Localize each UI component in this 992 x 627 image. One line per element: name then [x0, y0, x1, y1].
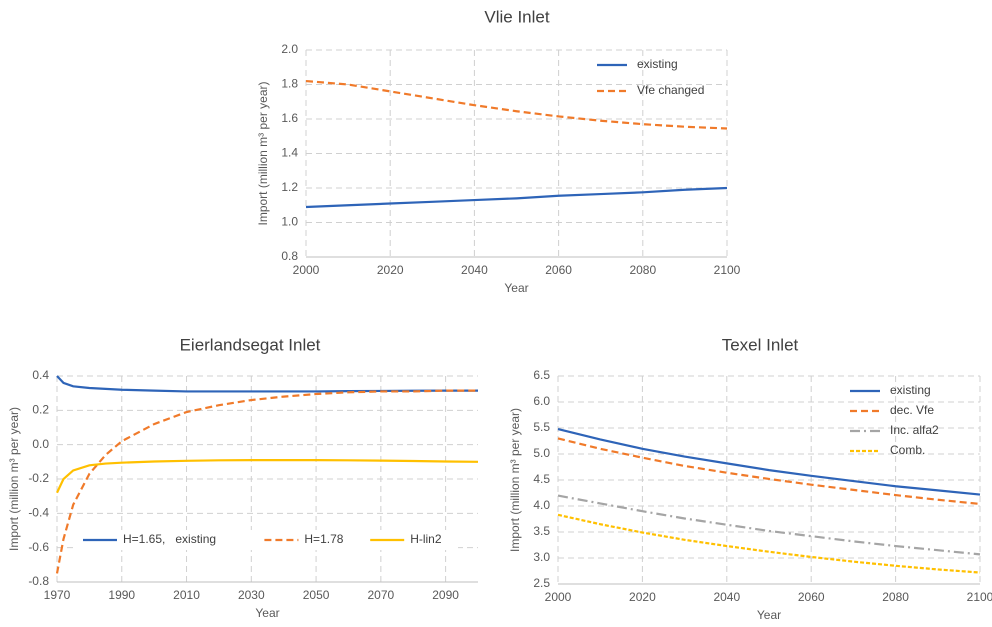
series-line	[557, 427, 981, 496]
y-tick-label: 1.0	[281, 215, 298, 229]
y-tick-label: 5.5	[533, 420, 550, 434]
x-tick-label: 2070	[367, 588, 394, 602]
x-tick-label: 2020	[377, 263, 404, 277]
chart-title: Texel Inlet	[722, 335, 799, 354]
legend-label: dec. Vfe	[890, 403, 934, 417]
y-tick-label: 1.6	[281, 111, 298, 125]
x-tick-label: 2100	[714, 263, 741, 277]
legend-label: existing	[637, 57, 678, 71]
series-line	[305, 79, 728, 130]
series-line	[56, 459, 479, 494]
x-tick-label: 2040	[461, 263, 488, 277]
legend-label: Inc. alfa2	[890, 423, 939, 437]
chart-title: Vlie Inlet	[484, 7, 549, 26]
y-tick-label: 4.5	[533, 472, 550, 486]
x-tick-label: 2060	[798, 590, 825, 604]
y-tick-label: 1.8	[281, 77, 298, 91]
y-tick-label: 2.0	[281, 42, 298, 56]
y-tick-label: 0.0	[32, 437, 49, 451]
y-tick-label: 1.4	[281, 146, 298, 160]
y-tick-label: 4.0	[533, 498, 550, 512]
x-tick-label: 2030	[238, 588, 265, 602]
y-tick-label: 3.5	[533, 524, 550, 538]
x-tick-label: 2100	[967, 590, 992, 604]
series-line	[557, 437, 981, 506]
legend-label: Comb.	[890, 443, 925, 457]
series-line	[55, 389, 478, 574]
y-tick-label: 1.2	[281, 180, 298, 194]
series-line	[557, 513, 981, 574]
x-tick-label: 2060	[545, 263, 572, 277]
y-tick-label: 2.5	[533, 576, 550, 590]
x-axis-label: Year	[504, 281, 528, 295]
x-tick-label: 2050	[303, 588, 330, 602]
y-tick-label: 0.8	[281, 249, 298, 263]
chart-title: Eierlandsegat Inlet	[180, 335, 321, 354]
x-tick-label: 2040	[713, 590, 740, 604]
x-tick-label: 2020	[629, 590, 656, 604]
x-tick-label: 2080	[882, 590, 909, 604]
series-line	[56, 375, 478, 393]
y-tick-label: -0.4	[28, 506, 49, 520]
x-tick-label: 2000	[293, 263, 320, 277]
x-tick-label: 1990	[108, 588, 135, 602]
legend-label: H=1.65, existing	[123, 532, 216, 546]
x-tick-label: 2090	[432, 588, 459, 602]
y-axis-label: Import (million m³ per year)	[256, 81, 270, 225]
y-axis-label: Import (million m³ per year)	[508, 408, 522, 552]
legend-label: existing	[890, 383, 931, 397]
legend-label: H=1.78	[304, 532, 343, 546]
y-tick-label: 6.0	[533, 394, 550, 408]
x-axis-label: Year	[255, 606, 279, 620]
x-tick-label: 2080	[629, 263, 656, 277]
x-axis-label: Year	[757, 608, 781, 622]
y-tick-label: -0.6	[28, 540, 49, 554]
legend-label: H-lin2	[410, 532, 442, 546]
x-tick-label: 2010	[173, 588, 200, 602]
y-tick-label: 3.0	[533, 550, 550, 564]
y-tick-label: -0.2	[28, 471, 49, 485]
series-line	[557, 494, 981, 556]
series-line	[305, 186, 728, 209]
x-tick-label: 1970	[44, 588, 71, 602]
y-axis-label: Import (million m³ per year)	[7, 407, 21, 551]
y-tick-label: 0.2	[32, 403, 49, 417]
x-tick-label: 2000	[545, 590, 572, 604]
y-tick-label: 6.5	[533, 368, 550, 382]
legend-label: Vfe changed	[637, 83, 704, 97]
y-tick-label: 5.0	[533, 446, 550, 460]
y-tick-label: 0.4	[32, 368, 49, 382]
y-tick-label: -0.8	[28, 574, 49, 588]
